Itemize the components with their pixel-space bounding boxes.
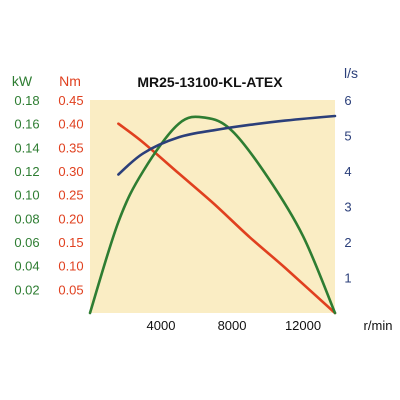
current-tick-label: 4 — [344, 164, 351, 179]
power-tick-label: 0.08 — [14, 211, 39, 226]
torque-tick-label: 0.15 — [58, 235, 83, 250]
chart-title: MR25-13100-KL-ATEX — [137, 74, 283, 90]
power-tick-label: 0.16 — [14, 117, 39, 132]
power-axis-unit: kW — [12, 73, 33, 89]
power-tick-label: 0.18 — [14, 93, 39, 108]
torque-curve — [117, 122, 337, 315]
x-axis-label: r/min — [364, 318, 393, 333]
power-tick-label: 0.04 — [14, 259, 39, 274]
power-tick-label: 0.12 — [14, 164, 39, 179]
current-axis-unit: l/s — [344, 65, 358, 81]
torque-tick-label: 0.25 — [58, 188, 83, 203]
power-tick-label: 0.06 — [14, 235, 39, 250]
torque-tick-label: 0.40 — [58, 117, 83, 132]
current-tick-label: 6 — [344, 93, 351, 108]
torque-tick-label: 0.05 — [58, 282, 83, 297]
torque-axis-unit: Nm — [59, 73, 81, 89]
torque-tick-label: 0.20 — [58, 211, 83, 226]
current-tick-label: 5 — [344, 129, 351, 144]
torque-tick-label: 0.30 — [58, 164, 83, 179]
current-tick-label: 3 — [344, 200, 351, 215]
current-tick-label: 2 — [344, 235, 351, 250]
power-tick-label: 0.14 — [14, 140, 39, 155]
power-tick-label: 0.10 — [14, 188, 39, 203]
power-curve — [88, 115, 337, 315]
power-tick-label: 0.02 — [14, 282, 39, 297]
torque-tick-label: 0.10 — [58, 259, 83, 274]
x-tick-label: 4000 — [147, 318, 176, 333]
x-tick-label: 8000 — [218, 318, 247, 333]
x-tick-label: 12000 — [285, 318, 321, 333]
torque-tick-label: 0.35 — [58, 140, 83, 155]
current-tick-label: 1 — [344, 271, 351, 286]
current-curve — [117, 114, 337, 176]
torque-tick-label: 0.45 — [58, 93, 83, 108]
